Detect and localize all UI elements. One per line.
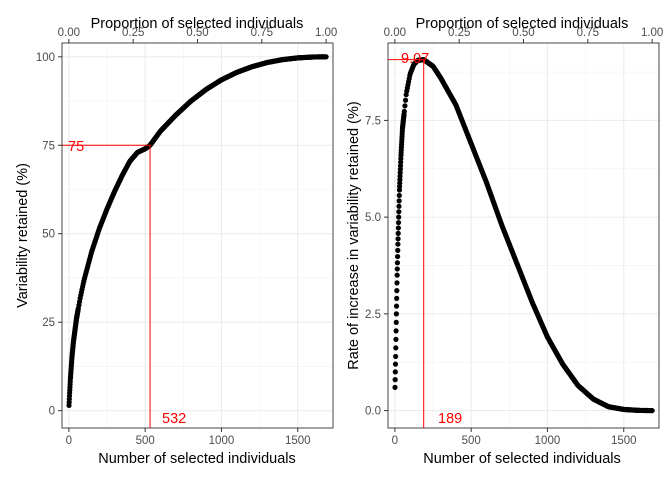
data-point [396, 192, 402, 199]
y-tick-label: 25 [42, 317, 55, 329]
left-x-axis-title: Number of selected individuals [98, 451, 295, 467]
left-data-points [66, 54, 329, 408]
top-tick-label: 0.75 [251, 27, 273, 39]
data-point [649, 407, 655, 414]
data-point [393, 353, 399, 360]
data-point [396, 214, 402, 220]
x-tick-label: 1000 [209, 435, 235, 447]
top-tick-label: 0.25 [448, 27, 470, 39]
left-axes: 0 500 1000 1500 0 25 50 75 100 0.00 0.25 0.50 0.75 1.… [36, 27, 338, 447]
top-tick-label: 0.00 [58, 27, 80, 39]
data-point [393, 303, 400, 309]
data-point [395, 241, 401, 247]
data-point [396, 203, 402, 209]
right-axes: 0 500 1000 1500 0.0 2.5 5.0 7.5 0.00 0.25 0.50 0.75… [365, 27, 663, 447]
left-gridlines [62, 43, 333, 428]
data-point [394, 260, 401, 266]
x-tick-label: 500 [136, 435, 155, 447]
data-point [396, 209, 402, 215]
right-highlight-lines [388, 59, 425, 428]
data-point [393, 336, 399, 342]
top-tick-label: 1.00 [641, 27, 663, 39]
data-point [395, 253, 401, 260]
y-tick-label: 75 [42, 140, 55, 152]
right-highlight-y-label: 9.07 [401, 51, 429, 67]
y-tick-label: 2.5 [365, 309, 381, 321]
x-tick-label: 1000 [535, 435, 561, 447]
data-point [392, 369, 398, 375]
top-tick-label: 0.50 [512, 27, 534, 39]
data-point [393, 328, 399, 334]
data-point [394, 266, 400, 272]
left-y-axis-title: Variability retained (%) [15, 163, 31, 308]
top-tick-label: 0.50 [186, 27, 208, 39]
y-tick-label: 0 [49, 406, 55, 418]
data-point [401, 108, 407, 115]
left-highlight-lines [62, 144, 151, 428]
data-point [395, 230, 401, 236]
left-panel: 0 500 1000 1500 0 25 50 75 100 0.00 0.25 0.50 0.75 1.… [15, 16, 337, 467]
data-point [402, 97, 409, 103]
left-highlight-y-label: 75 [68, 139, 84, 155]
right-x-axis-title: Number of selected individuals [423, 451, 620, 467]
right-top-axis-title: Proportion of selected individuals [416, 16, 629, 32]
data-point [402, 103, 408, 109]
data-point [394, 295, 400, 301]
data-point [394, 272, 400, 278]
x-tick-label: 1500 [285, 435, 311, 447]
y-tick-label: 5.0 [365, 212, 381, 224]
x-tick-label: 1500 [611, 435, 637, 447]
data-point [395, 225, 401, 231]
y-tick-label: 50 [42, 229, 55, 241]
data-point [393, 319, 399, 325]
y-tick-label: 100 [36, 52, 55, 64]
data-point [395, 247, 401, 253]
data-point [323, 54, 329, 60]
right-panel: 0 500 1000 1500 0.0 2.5 5.0 7.5 0.00 0.25 0.50 0.75… [346, 16, 663, 467]
data-point [392, 361, 399, 367]
right-plot-background [388, 43, 659, 428]
data-point [394, 288, 400, 294]
x-tick-label: 0 [66, 435, 72, 447]
data-point [393, 345, 399, 351]
left-highlight-x-label: 532 [162, 411, 186, 427]
data-point [394, 280, 400, 286]
data-point [395, 219, 402, 226]
top-tick-label: 0.25 [122, 27, 144, 39]
x-tick-label: 0 [392, 435, 398, 447]
x-tick-label: 500 [462, 435, 481, 447]
right-y-axis-title: Rate of increase in variability retained… [346, 101, 362, 369]
y-tick-label: 0.0 [365, 406, 381, 418]
right-gridlines [388, 43, 659, 428]
left-top-axis-title: Proportion of selected individuals [91, 16, 304, 32]
right-data-points [392, 57, 655, 414]
data-point [393, 311, 399, 317]
data-point [395, 236, 401, 242]
top-tick-label: 0.00 [384, 27, 406, 39]
top-tick-label: 0.75 [577, 27, 599, 39]
data-point [392, 377, 398, 383]
top-tick-label: 1.00 [315, 27, 337, 39]
data-point [392, 384, 398, 390]
y-tick-label: 7.5 [365, 115, 381, 127]
right-highlight-x-label: 189 [438, 411, 462, 427]
data-point [396, 198, 402, 204]
